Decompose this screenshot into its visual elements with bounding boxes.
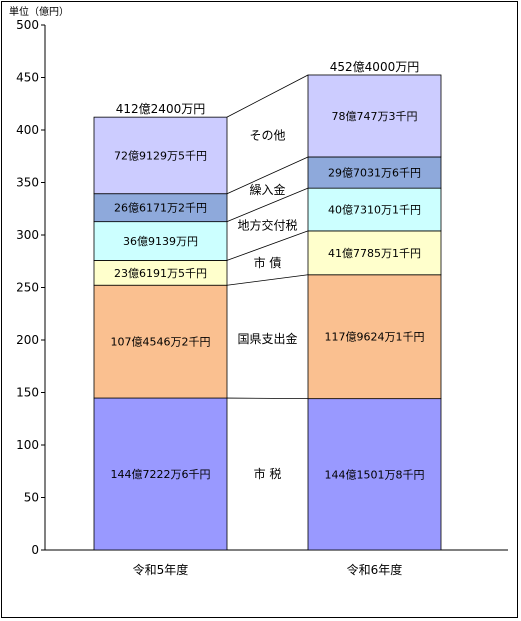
- category-labels: 令和5年度 令和6年度: [133, 562, 403, 577]
- y-tick-label: 400: [16, 123, 39, 137]
- connector-line: [226, 397, 309, 400]
- connector-line: [226, 156, 309, 195]
- bar-segment: [307, 230, 442, 276]
- series-label: 国県支出金: [237, 331, 297, 346]
- data-label: 72億9129万5千円: [114, 149, 207, 162]
- y-tick-label: 450: [16, 71, 39, 85]
- bar-segment: [307, 156, 442, 189]
- data-label: 144億7222万6千円: [111, 468, 211, 481]
- y-tick-label: 50: [24, 491, 39, 505]
- y-tick-label: 0: [31, 543, 39, 557]
- data-label: 107億4546万2千円: [111, 336, 211, 349]
- bar-segment: [93, 221, 228, 261]
- y-tick-label: 200: [16, 333, 39, 347]
- data-label: 78億747万3千円: [332, 110, 418, 123]
- data-label: 36億9139万円: [123, 235, 198, 248]
- unit-label: 単位（億円）: [9, 5, 69, 18]
- bars: 144億7222万6千円 107億4546万2千円 23億6191万5千円 36億91…: [93, 74, 442, 551]
- data-label: 144億1501万8千円: [325, 468, 425, 481]
- y-tick-label: 500: [16, 18, 39, 32]
- bar-segment: [307, 187, 442, 232]
- connector-line: [226, 187, 309, 223]
- series-label: 市 債: [254, 255, 282, 270]
- bar-segment: [307, 274, 442, 400]
- x-tick-label: 令和6年度: [347, 562, 403, 577]
- series-label: その他: [249, 129, 285, 143]
- series-label: 繰入金: [249, 182, 285, 197]
- y-tick-label: 100: [16, 438, 39, 452]
- data-label: 23億6191万5千円: [114, 267, 207, 280]
- total-labels: 412億2400万円 452億4000万円: [116, 60, 419, 116]
- connector-line: [226, 230, 309, 261]
- connector-lines: [226, 74, 309, 400]
- data-label: 117億9624万1千円: [325, 331, 425, 344]
- data-label: 26億6171万2千円: [114, 202, 207, 215]
- x-tick-label: 令和5年度: [133, 562, 189, 577]
- y-tick-label: 250: [16, 281, 39, 295]
- data-label: 40億7310万1千円: [328, 204, 421, 217]
- series-label: 地方交付税: [237, 217, 297, 232]
- series-labels: 市 税 国県支出金 市 債 地方交付税 繰入金 その他: [237, 129, 297, 481]
- y-axis: 0 50 100 150 200 250 300 350 400 450 500: [16, 18, 508, 557]
- series-label: 市 税: [254, 466, 282, 481]
- bar-segment: [93, 193, 228, 223]
- data-label: 41億7785万1千円: [328, 247, 421, 260]
- bar-segment: [307, 74, 442, 158]
- total-label: 452億4000万円: [330, 60, 419, 74]
- connector-line: [226, 74, 309, 118]
- bar-segment: [93, 397, 228, 551]
- y-tick-label: 350: [16, 176, 39, 190]
- bar-segment: [93, 116, 228, 195]
- bar-segment: [307, 398, 442, 551]
- y-tick-label: 150: [16, 386, 39, 400]
- data-label: 29億7031万6千円: [328, 167, 421, 180]
- bar-segment: [93, 260, 228, 286]
- connector-line: [226, 274, 309, 286]
- y-tick-label: 300: [16, 228, 39, 242]
- total-label: 412億2400万円: [116, 102, 205, 116]
- bar-segment: [93, 284, 228, 399]
